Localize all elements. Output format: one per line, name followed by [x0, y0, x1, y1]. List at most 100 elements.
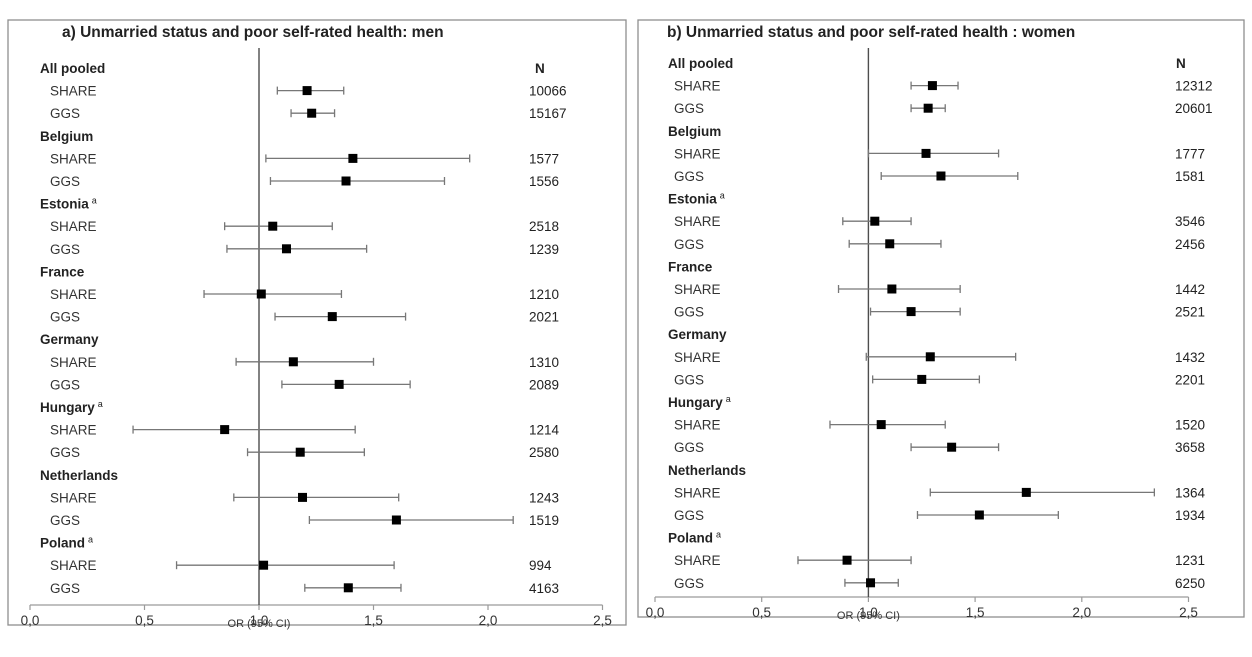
row-label: GGS	[674, 237, 704, 252]
row-label: GGS	[674, 440, 704, 455]
group-name: Netherlands	[668, 463, 746, 478]
or-marker	[220, 425, 230, 435]
group-header: Estonia a	[668, 191, 725, 207]
row-label: SHARE	[674, 418, 721, 433]
row-label: SHARE	[50, 558, 97, 573]
or-marker	[281, 244, 291, 254]
group-superscript: a	[98, 399, 103, 409]
or-marker	[259, 560, 269, 570]
group-header: Germany	[668, 327, 727, 342]
group-name: France	[668, 259, 713, 274]
row-label: SHARE	[674, 553, 721, 568]
or-marker	[923, 103, 933, 113]
or-marker	[870, 216, 880, 226]
or-marker	[917, 374, 927, 384]
or-marker	[876, 420, 886, 430]
n-value: 1210	[529, 287, 559, 302]
n-value: 3546	[1175, 214, 1205, 229]
row-label: SHARE	[50, 84, 97, 99]
group-superscript: a	[720, 191, 725, 201]
n-value: 10066	[529, 84, 567, 99]
row-label: GGS	[674, 305, 704, 320]
or-marker	[887, 284, 897, 294]
group-name: Belgium	[668, 124, 721, 139]
or-marker	[307, 108, 317, 118]
row-label: SHARE	[50, 287, 97, 302]
group-name: Poland	[40, 536, 85, 551]
x-tick-label: 2,5	[1179, 605, 1198, 620]
group-header: France	[40, 264, 85, 279]
row-label: GGS	[50, 377, 80, 392]
row-label: GGS	[674, 576, 704, 591]
row-label: GGS	[50, 242, 80, 257]
row-label: SHARE	[50, 490, 97, 505]
panel-frame	[637, 19, 1245, 618]
or-marker	[866, 578, 876, 588]
n-value: 2089	[529, 377, 559, 392]
or-marker	[921, 148, 931, 158]
n-value: 1556	[529, 174, 559, 189]
or-marker	[947, 442, 957, 452]
or-marker	[936, 171, 946, 181]
n-value: 2580	[529, 445, 559, 460]
row-label: SHARE	[50, 151, 97, 166]
group-header: Hungary a	[668, 394, 731, 410]
x-tick-label: 1,0	[859, 605, 878, 620]
x-tick-label: 1,0	[250, 613, 269, 628]
or-marker	[927, 81, 937, 91]
group-header: All pooled	[668, 56, 733, 71]
group-superscript: a	[92, 196, 97, 206]
group-header: Estonia a	[40, 196, 97, 212]
n-value: 994	[529, 558, 552, 573]
row-label: GGS	[50, 513, 80, 528]
n-value: 1239	[529, 242, 559, 257]
x-axis-label: OR (95% CI)	[837, 610, 900, 622]
n-value: 2521	[1175, 305, 1205, 320]
row-label: SHARE	[674, 282, 721, 297]
panel-title: a) Unmarried status and poor self-rated …	[62, 24, 444, 41]
n-value: 4163	[529, 581, 559, 596]
row-label: GGS	[674, 101, 704, 116]
or-marker	[343, 583, 353, 593]
or-marker	[268, 221, 278, 231]
or-marker	[288, 357, 298, 367]
or-marker	[334, 379, 344, 389]
or-marker	[906, 307, 916, 317]
row-label: SHARE	[674, 485, 721, 500]
n-value: 1520	[1175, 418, 1205, 433]
or-marker	[298, 492, 308, 502]
x-tick-label: 2,0	[479, 613, 498, 628]
group-name: Hungary	[40, 400, 95, 415]
group-header: Belgium	[40, 129, 93, 144]
row-label: GGS	[674, 169, 704, 184]
n-value: 1581	[1175, 169, 1205, 184]
n-value: 12312	[1175, 79, 1213, 94]
n-value: 1310	[529, 355, 559, 370]
or-marker	[842, 555, 852, 565]
x-axis-label: OR (95% CI)	[228, 618, 291, 630]
group-name: All pooled	[668, 56, 733, 71]
x-tick-label: 1,5	[966, 605, 985, 620]
or-marker	[295, 447, 305, 457]
or-marker	[341, 176, 351, 186]
n-value: 1442	[1175, 282, 1205, 297]
group-name: France	[40, 264, 85, 279]
n-value: 1577	[529, 151, 559, 166]
x-tick-label: 0,5	[135, 613, 154, 628]
panel-title: b) Unmarried status and poor self-rated …	[667, 24, 1075, 41]
group-header: Netherlands	[40, 468, 118, 483]
or-marker	[974, 510, 984, 520]
row-label: SHARE	[674, 214, 721, 229]
n-value: 15167	[529, 106, 567, 121]
x-tick-label: 1,5	[364, 613, 383, 628]
group-name: Netherlands	[40, 468, 118, 483]
n-value: 1364	[1175, 485, 1206, 500]
group-name: Estonia	[668, 192, 717, 207]
or-marker	[885, 239, 895, 249]
group-superscript: a	[88, 535, 93, 545]
group-name: Germany	[40, 332, 99, 347]
n-value: 2456	[1175, 237, 1205, 252]
panel-frame	[7, 19, 627, 626]
or-marker	[925, 352, 935, 362]
x-tick-label: 2,0	[1072, 605, 1091, 620]
